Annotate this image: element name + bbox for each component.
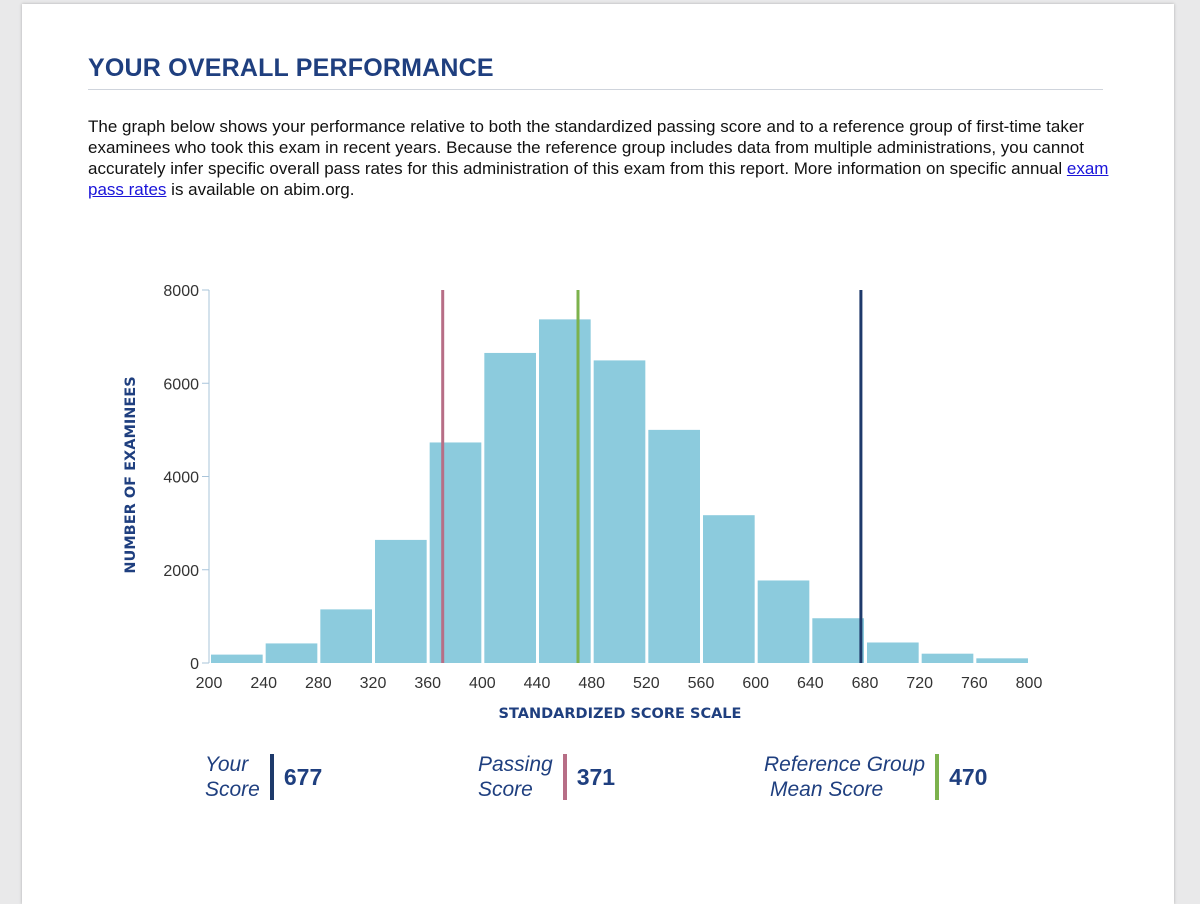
histogram-bar: [429, 442, 482, 663]
y-tick-label: 2000: [163, 563, 199, 580]
legend-passing-score: Passing Score 371: [478, 752, 615, 802]
your-score-value: 677: [283, 763, 323, 790]
x-tick-label: 560: [688, 675, 715, 692]
histogram-bar: [757, 580, 810, 663]
legend-your-score-label: Your Score: [205, 753, 260, 801]
reference-group-value: 470: [949, 763, 988, 790]
y-axis-label: NUMBER OF EXAMINEES: [123, 376, 139, 573]
y-tick-label: 4000: [163, 470, 199, 487]
y-tick-label: 0: [190, 656, 199, 673]
x-tick-label: 640: [797, 675, 824, 692]
histogram-bars: [211, 319, 1028, 663]
x-tick-label: 240: [250, 675, 277, 692]
score-histogram: 0 2000 4000 6000 8000 200 240 280 320 360 400 440 48…: [123, 283, 1042, 722]
legend-reference-group-label: Reference Group Mean Score: [764, 753, 926, 801]
histogram-bar: [593, 360, 646, 663]
legend-your-score: Your Score 677: [205, 752, 322, 802]
histogram-bar: [867, 642, 919, 663]
x-tick-label: 320: [360, 675, 387, 692]
title-divider: [88, 89, 1103, 90]
intro-paragraph: The graph below shows your performance r…: [88, 116, 1118, 200]
histogram-bar: [921, 653, 974, 663]
chart-axes: 0 2000 4000 6000 8000 200 240 280 320 360 400 440 48…: [163, 283, 1042, 692]
x-tick-label: 280: [305, 675, 332, 692]
histogram-bar: [484, 352, 536, 663]
legend-passing-score-label: Passing Score: [478, 753, 553, 801]
x-tick-label: 440: [524, 675, 551, 692]
page-title: YOUR OVERALL PERFORMANCE: [88, 54, 494, 82]
histogram-bar: [211, 654, 263, 663]
passing-score-value: 371: [576, 763, 616, 790]
reference-lines: [441, 290, 863, 663]
x-tick-label: 800: [1016, 675, 1043, 692]
y-tick-label: 6000: [163, 376, 199, 393]
exam-pass-rates-link[interactable]: exam pass rates: [88, 159, 1109, 199]
histogram-bar: [703, 515, 755, 663]
x-tick-label: 400: [469, 675, 496, 692]
x-tick-label: 720: [906, 675, 933, 692]
x-tick-label: 200: [196, 675, 223, 692]
x-tick-label: 360: [414, 675, 441, 692]
histogram-bar: [976, 658, 1028, 663]
histogram-bar: [648, 429, 700, 663]
histogram-bar: [375, 539, 427, 663]
legend-reference-group: Reference Group Mean Score 470: [764, 752, 987, 802]
legend-your-score-swatch: [269, 754, 274, 800]
x-axis-label: STANDARDIZED SCORE SCALE: [499, 706, 742, 722]
histogram-bar: [812, 618, 864, 663]
intro-text-part2: is available on abim.org.: [166, 180, 355, 199]
x-tick-label: 520: [633, 675, 660, 692]
intro-text-part1: The graph below shows your performance r…: [88, 117, 1084, 178]
histogram-bar: [539, 319, 591, 663]
x-tick-label: 600: [742, 675, 769, 692]
y-tick-label: 8000: [163, 283, 199, 300]
legend-passing-score-swatch: [562, 754, 567, 800]
x-tick-label: 680: [852, 675, 879, 692]
x-tick-label: 480: [578, 675, 605, 692]
histogram-bar: [265, 643, 318, 663]
legend-reference-group-swatch: [935, 754, 940, 800]
x-tick-label: 760: [961, 675, 988, 692]
histogram-bar: [320, 609, 372, 663]
